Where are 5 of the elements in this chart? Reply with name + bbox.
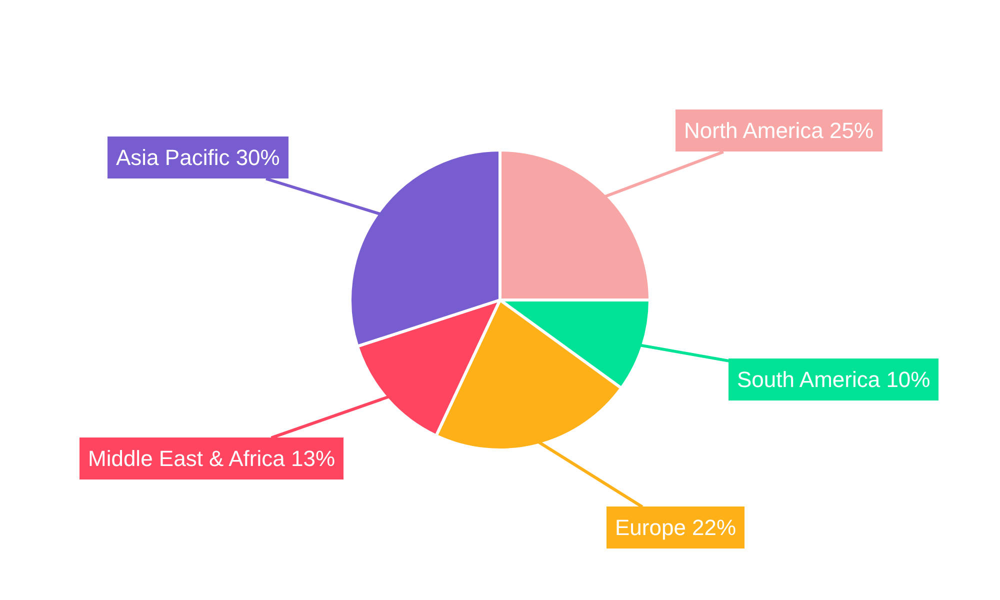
- slice-label: Europe 22%: [615, 515, 736, 540]
- slice-label: Middle East & Africa 13%: [88, 446, 336, 471]
- slice-label: South America 10%: [737, 367, 930, 392]
- slice-label: North America 25%: [684, 118, 874, 143]
- slice-label: Asia Pacific 30%: [116, 145, 280, 170]
